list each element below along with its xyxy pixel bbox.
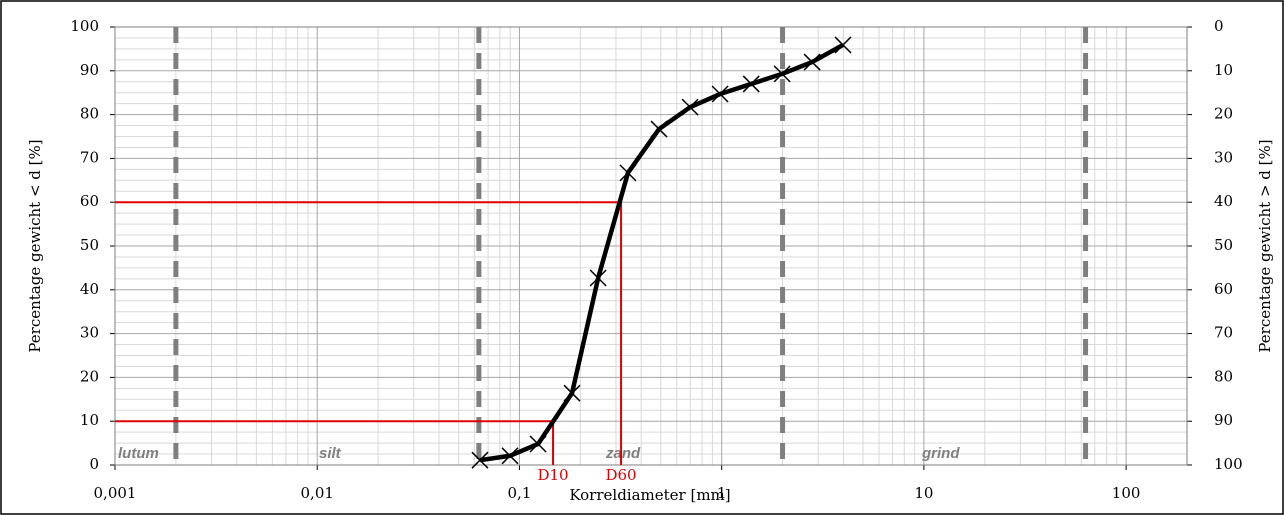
- y2-tick-label: 10: [1214, 61, 1233, 79]
- marker: [711, 85, 729, 103]
- y-tick-label: 50: [80, 236, 99, 254]
- y-tick-label: 10: [80, 411, 99, 429]
- y2-axis-label: Percentage gewicht > d [%]: [1256, 139, 1274, 352]
- marker: [529, 435, 547, 453]
- zone-label: grind: [921, 445, 960, 462]
- zone-label: silt: [319, 445, 342, 462]
- marker: [650, 120, 668, 138]
- zone-label: lutum: [118, 445, 159, 462]
- marker: [471, 451, 489, 469]
- plot-border: [114, 26, 1188, 466]
- y-tick-label: 90: [80, 61, 99, 79]
- x-tick-label: 100: [1112, 484, 1141, 502]
- y2-tick-label: 0: [1214, 17, 1224, 35]
- x-tick-label: 10: [914, 484, 933, 502]
- marker: [563, 384, 581, 402]
- curve: [479, 42, 845, 463]
- y2-tick-label: 50: [1214, 236, 1233, 254]
- x-tick-label: 0,01: [301, 484, 334, 502]
- y2-tick-label: 30: [1214, 148, 1233, 166]
- y2-tick-label: 90: [1214, 411, 1233, 429]
- marker: [501, 447, 519, 465]
- x-tick-label: 0,001: [94, 484, 137, 502]
- y2-tick-label: 60: [1214, 280, 1233, 298]
- y2-tick-label: 20: [1214, 105, 1233, 123]
- y-tick-label: 20: [80, 367, 99, 385]
- y-tick-label: 30: [80, 324, 99, 342]
- x-tick-label: 1: [717, 484, 727, 502]
- y2-tick-label: 100: [1214, 455, 1243, 473]
- y2-tick-label: 70: [1214, 324, 1233, 342]
- y-tick-label: 0: [89, 455, 99, 473]
- y-tick-label: 40: [80, 280, 99, 298]
- x-axis-label: Korreldiameter [mm]: [569, 486, 730, 504]
- y2-tick-label: 40: [1214, 192, 1233, 210]
- y-tick-label: 60: [80, 192, 99, 210]
- marker: [803, 53, 821, 71]
- marker: [589, 269, 607, 287]
- marker: [742, 75, 760, 93]
- marker: [681, 98, 699, 116]
- marker: [619, 164, 637, 182]
- zone-label: zand: [605, 445, 641, 462]
- marker: [834, 36, 852, 54]
- reference-label: D60: [605, 466, 636, 484]
- y-tick-label: 100: [70, 17, 99, 35]
- y-tick-label: 80: [80, 105, 99, 123]
- reference-label: D10: [537, 466, 568, 484]
- y-tick-label: 70: [80, 148, 99, 166]
- x-tick-label: 0,1: [508, 484, 532, 502]
- marker: [773, 65, 791, 83]
- y2-tick-label: 80: [1214, 367, 1233, 385]
- y-axis-label: Percentage gewicht < d [%]: [26, 139, 44, 352]
